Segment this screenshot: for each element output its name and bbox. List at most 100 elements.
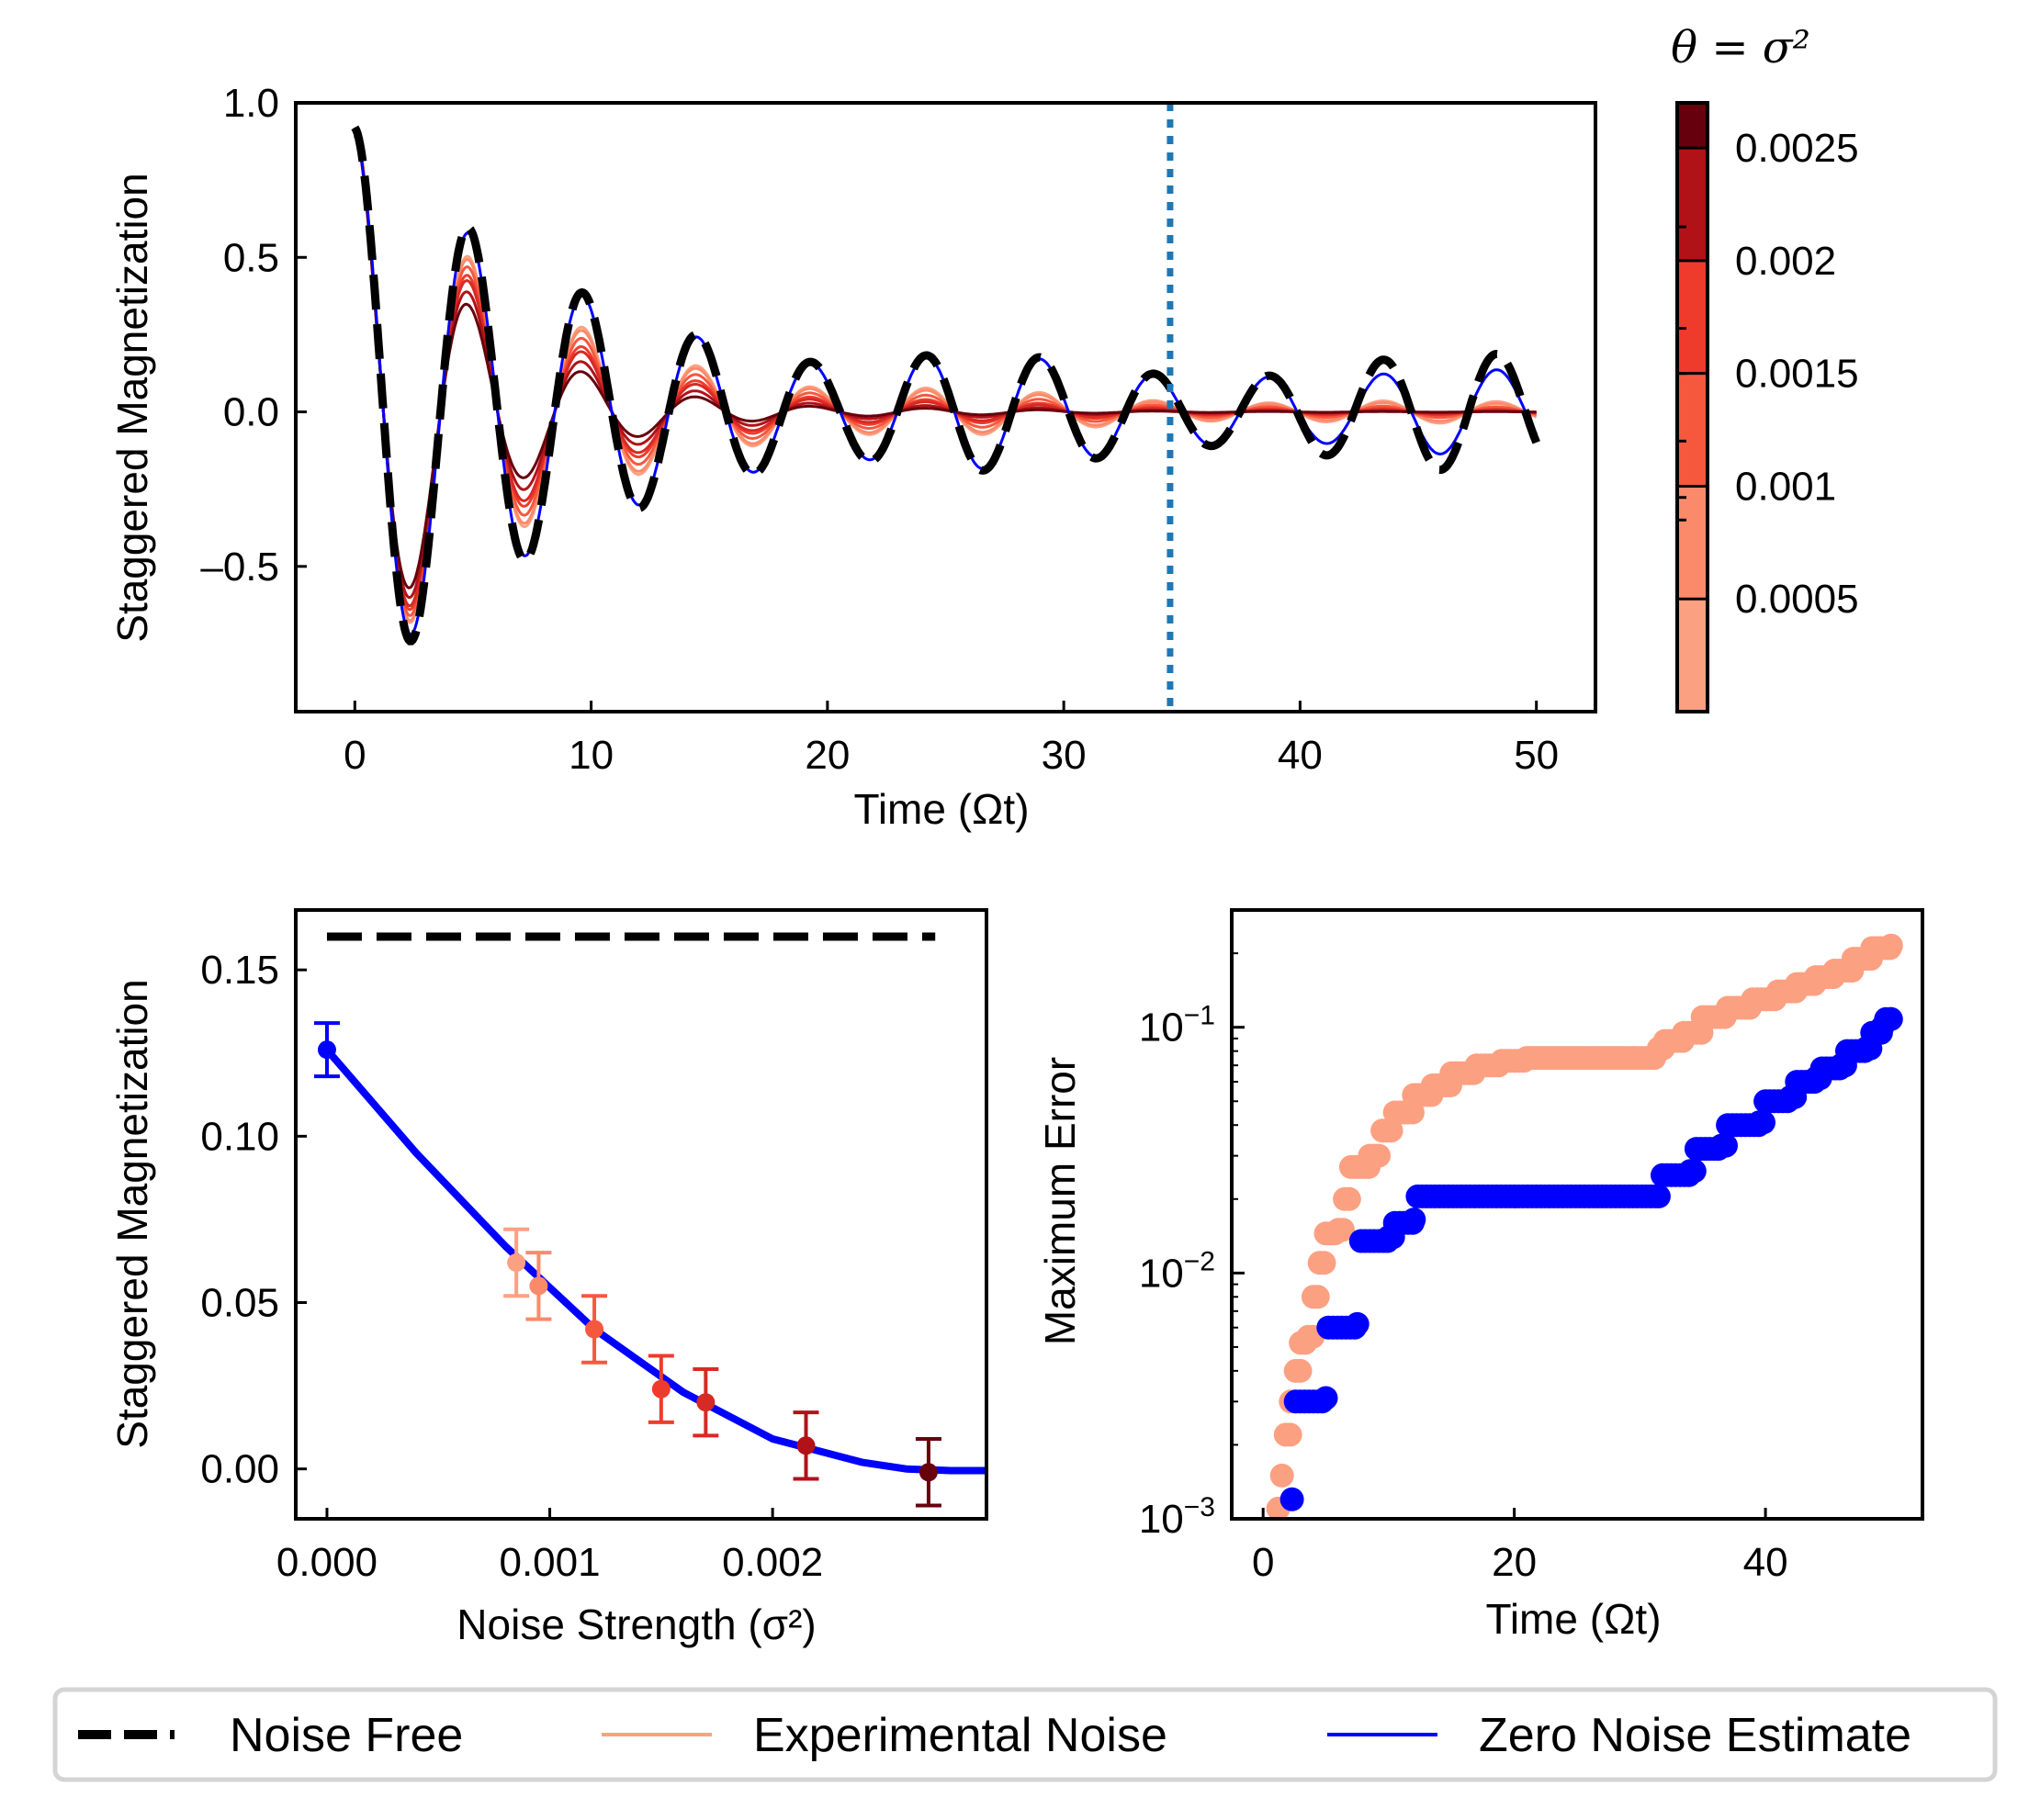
bottom-right-zero-noise-estimate-point xyxy=(1313,1386,1338,1410)
bottom-left-x-tick-label: 0.000 xyxy=(276,1540,378,1585)
top-x-tick-label: 20 xyxy=(805,733,850,778)
bottom-right-experimental-noise-point xyxy=(1336,1186,1361,1211)
bottom-right-x-tick-label: 40 xyxy=(1743,1540,1788,1585)
bottom-left-data-point xyxy=(919,1463,938,1482)
top-experimental-noise-curve xyxy=(353,127,1537,590)
colorbar-ticks: 0.0005 0.001 0.0015 0.002 0.0025 xyxy=(1677,101,1859,622)
top-x-tick-label: 30 xyxy=(1042,733,1087,778)
bottom-right-zero-noise-estimate-point xyxy=(1279,1487,1304,1511)
bottom-left-y-tick-label: 0.10 xyxy=(200,1114,279,1159)
bottom-right-y-tick-label: 10−3 xyxy=(1139,1492,1215,1542)
top-y-tick-label: 1.0 xyxy=(223,81,279,126)
bottom-right-experimental-noise-point xyxy=(1379,1118,1403,1143)
top-experimental-noise-curve xyxy=(353,127,1537,600)
bottom-right-y-tick-label: 10−1 xyxy=(1139,1001,1215,1050)
top-x-axis-label: Time (Ωt) xyxy=(853,785,1029,833)
bottom-left-y-tick-label: 0.15 xyxy=(200,948,279,993)
bottom-right-experimental-noise-point xyxy=(1305,1285,1330,1309)
bottom-right-y-tick-exponent: −1 xyxy=(1184,1001,1215,1031)
bottom-left-data-point xyxy=(529,1276,548,1296)
bottom-left-x-axis-label: Noise Strength (σ²) xyxy=(457,1601,816,1648)
colorbar-tick-label: 0.002 xyxy=(1735,239,1836,284)
bottom-left-plot-frame xyxy=(294,908,988,1521)
bottom-right-experimental-noise-point xyxy=(1331,1218,1355,1242)
bottom-right-experimental-noise-point xyxy=(1278,1422,1302,1447)
bottom-right-y-tick-exponent: −3 xyxy=(1184,1492,1215,1522)
colorbar-title: θ = σ² xyxy=(1671,22,1810,73)
top-x-tick-label: 50 xyxy=(1514,733,1559,778)
bottom-left-data-point xyxy=(696,1393,716,1412)
bottom-right-y-tick-label: 10−2 xyxy=(1139,1246,1215,1296)
top-panel: 0 10 20 30 40 50 1.0 0.5 0.0 –0.5 Time (Ωt) Stagg… xyxy=(108,81,1597,833)
top-series-group xyxy=(351,103,1540,712)
bottom-left-zero-noise-point xyxy=(317,1040,336,1060)
bottom-left-y-axis-label: Staggered Magnetization xyxy=(108,979,156,1448)
bottom-right-y-tick-base: 10 xyxy=(1139,1497,1184,1542)
bottom-right-series-group xyxy=(1266,933,1903,1519)
bottom-right-plot-frame xyxy=(1230,908,1924,1521)
legend-label-experimental-noise: Experimental Noise xyxy=(753,1709,1167,1762)
top-noise-free-curve xyxy=(351,125,1540,646)
bottom-right-zero-noise-estimate-point xyxy=(1752,1110,1775,1135)
top-y-axis-label: Staggered Magnetization xyxy=(108,173,156,642)
legend: Noise Free Experimental Noise Zero Noise… xyxy=(52,1687,1998,1782)
top-x-tick-label: 40 xyxy=(1278,733,1323,778)
top-y-tick-label: –0.5 xyxy=(200,545,279,590)
top-y-tick-label: 0.5 xyxy=(223,235,279,280)
bottom-right-zero-noise-estimate-point xyxy=(1646,1184,1671,1208)
colorbar-tick-label: 0.0025 xyxy=(1735,126,1859,171)
top-y-tick-label: 0.0 xyxy=(223,390,279,435)
bottom-right-y-tick-base: 10 xyxy=(1139,1005,1184,1050)
top-axes: 0 10 20 30 40 50 1.0 0.5 0.0 –0.5 xyxy=(200,81,1559,778)
bottom-right-zero-noise-estimate-point xyxy=(1682,1159,1707,1184)
bottom-left-data-point xyxy=(796,1436,816,1455)
colorbar-band xyxy=(1677,486,1708,600)
bottom-left-axes: 0.000 0.001 0.002 0.15 0.10 0.05 0.00 xyxy=(200,948,823,1585)
bottom-right-y-tick-exponent: −2 xyxy=(1184,1246,1215,1276)
colorbar-band xyxy=(1677,260,1708,374)
top-x-tick-label: 0 xyxy=(344,733,366,778)
bottom-right-zero-noise-estimate-point xyxy=(1402,1208,1426,1232)
top-x-tick-label: 10 xyxy=(569,733,614,778)
bottom-left-panel: 0.000 0.001 0.002 0.15 0.10 0.05 0.00 Noise St… xyxy=(108,908,988,1648)
bottom-right-x-axis-label: Time (Ωt) xyxy=(1485,1595,1661,1643)
bottom-left-data-point xyxy=(651,1379,671,1399)
bottom-left-x-tick-label: 0.002 xyxy=(722,1540,823,1585)
bottom-left-y-tick-label: 0.00 xyxy=(200,1447,279,1492)
bottom-left-fit-curve xyxy=(323,1047,986,1475)
bottom-right-y-tick-base: 10 xyxy=(1139,1251,1184,1296)
colorbar-tick-label: 0.0005 xyxy=(1735,577,1859,622)
bottom-right-y-axis-label: Maximum Error xyxy=(1036,1057,1084,1345)
colorbar-bands xyxy=(1677,103,1708,712)
bottom-right-experimental-noise-point xyxy=(1878,933,1903,958)
colorbar-band xyxy=(1677,373,1708,487)
bottom-right-experimental-noise-point xyxy=(1269,1463,1294,1488)
colorbar: 0.0005 0.001 0.0015 0.002 0.0025 θ = σ² xyxy=(1671,22,1859,713)
bottom-left-y-tick-label: 0.05 xyxy=(200,1281,279,1326)
bottom-right-x-tick-label: 0 xyxy=(1252,1540,1274,1585)
legend-label-noise-free: Noise Free xyxy=(230,1709,463,1762)
legend-frame xyxy=(52,1687,1998,1782)
legend-label-zero-noise-estimate: Zero Noise Estimate xyxy=(1479,1709,1911,1762)
colorbar-tick-label: 0.001 xyxy=(1735,464,1836,509)
top-plot-frame xyxy=(294,101,1597,713)
bottom-right-experimental-noise-point xyxy=(1288,1358,1313,1383)
colorbar-frame xyxy=(1675,101,1709,713)
bottom-right-x-tick-label: 20 xyxy=(1492,1540,1537,1585)
bottom-right-zero-noise-estimate-point xyxy=(1345,1311,1370,1336)
bottom-right-zero-noise-estimate-point xyxy=(1714,1133,1738,1158)
bottom-left-data-point xyxy=(585,1320,604,1339)
bottom-right-zero-noise-estimate-point xyxy=(1878,1006,1903,1031)
bottom-left-x-tick-label: 0.001 xyxy=(499,1540,600,1585)
colorbar-band xyxy=(1677,599,1708,712)
bottom-left-data-point xyxy=(507,1253,526,1273)
bottom-left-series-group xyxy=(313,932,986,1508)
colorbar-band xyxy=(1677,148,1708,261)
colorbar-tick-label: 0.0015 xyxy=(1735,352,1859,397)
bottom-right-experimental-noise-point xyxy=(1367,1143,1391,1168)
bottom-right-experimental-noise-point xyxy=(1312,1251,1336,1275)
colorbar-band xyxy=(1677,103,1708,149)
